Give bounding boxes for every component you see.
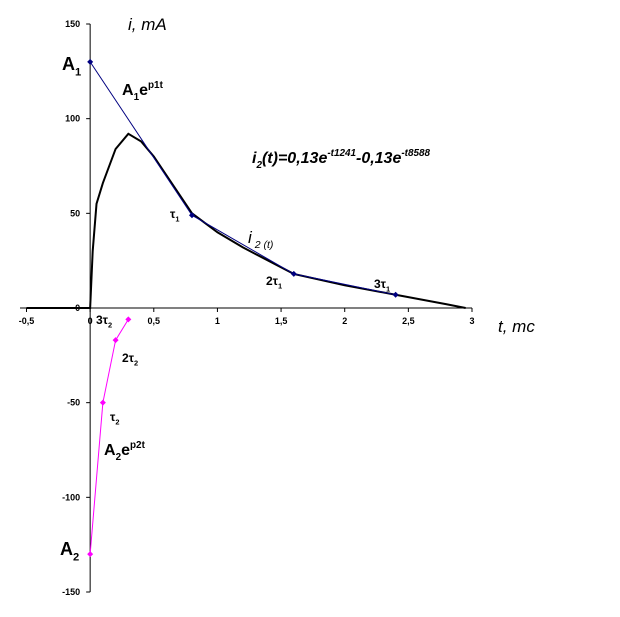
annotation: A1	[62, 54, 81, 78]
y-tick-label: 150	[65, 19, 80, 29]
annotation-part: -t8588	[401, 148, 430, 159]
annotation-part: 3τ	[96, 313, 109, 327]
point	[188, 212, 195, 219]
annotation-part: i	[252, 150, 257, 167]
annotation: i 2 (t)	[248, 228, 273, 251]
annotation: 2τ1	[266, 274, 282, 291]
annotation-part: p	[130, 440, 136, 451]
point	[99, 399, 106, 406]
annotation-part: 1	[386, 285, 390, 294]
y-tick-label: -150	[62, 587, 80, 597]
annotation-part: t	[142, 440, 146, 451]
annotation: t, mc	[498, 317, 535, 336]
annotation-part: -0,13e	[356, 150, 401, 167]
annotation-part: 1	[154, 80, 160, 91]
annotation-part: 2 (t)	[252, 239, 274, 251]
x-tick-label: 1,5	[275, 316, 288, 326]
annotation-part: 2	[134, 359, 138, 368]
x-tick-label: 3	[469, 316, 474, 326]
annotation: τ1	[170, 207, 180, 224]
annotation-part: 2	[108, 321, 112, 330]
annotation-part: p	[148, 80, 154, 91]
point	[392, 291, 399, 298]
annotation-part: 2τ	[266, 274, 279, 288]
annotation-part: e	[121, 442, 130, 459]
point	[112, 337, 119, 344]
series-line	[26, 132, 466, 309]
y-tick-label: -50	[67, 398, 80, 408]
annotation-part: τ	[170, 207, 176, 221]
annotation: A2ep2t	[104, 440, 146, 463]
x-tick-label: -0,5	[19, 316, 35, 326]
point	[125, 316, 132, 323]
annotation-part: t	[160, 80, 164, 91]
annotation-part: 2τ	[122, 351, 135, 365]
annotation: τ2	[110, 410, 120, 427]
annotation-part: A	[104, 442, 116, 459]
annotation: i2(t)=0,13e-t1241-0,13e-t8588	[252, 148, 430, 171]
annotation-part: A	[62, 54, 75, 74]
annotation: i, mA	[128, 15, 167, 34]
annotation-part: 1	[175, 215, 179, 224]
point	[87, 551, 94, 558]
y-tick-label: 100	[65, 114, 80, 124]
annotation-part: A	[122, 82, 134, 99]
x-tick-label: 2	[342, 316, 347, 326]
annotation-part: 1	[75, 66, 81, 78]
series-line	[89, 61, 396, 296]
y-tick-label: -100	[62, 492, 80, 502]
annotation-part: A	[60, 539, 73, 559]
annotation-part: 3τ	[374, 277, 387, 291]
x-tick-label: 2,5	[402, 316, 415, 326]
annotation-part: 2	[136, 440, 142, 451]
y-tick-label: 50	[70, 208, 80, 218]
x-tick-label: 1	[215, 316, 220, 326]
annotation: 3τ1	[374, 277, 390, 294]
annotation-part: e	[139, 82, 148, 99]
annotation-part: (t)=0,13e	[262, 150, 327, 167]
annotation-part: 1	[134, 92, 140, 103]
annotation-part: 1	[278, 282, 282, 291]
annotation-part: i, mA	[128, 15, 167, 34]
annotation: A1ep1t	[122, 80, 164, 103]
series-line	[89, 319, 129, 555]
annotation-part: t, mc	[498, 317, 535, 336]
annotation: 2τ2	[122, 351, 138, 368]
annotation-part: τ	[110, 410, 116, 424]
annotation-part: 2	[255, 160, 262, 171]
annotation: 3τ2	[96, 313, 112, 330]
annotation-part: 2	[115, 418, 119, 427]
annotation-part: 2	[116, 452, 122, 463]
annotation-part: 2	[73, 551, 79, 563]
point	[290, 270, 297, 277]
x-tick-label: 0,5	[148, 316, 161, 326]
x-tick-label: 0	[88, 316, 93, 326]
annotation-part: -t1241	[327, 148, 356, 159]
annotation-part: i	[248, 228, 253, 247]
annotation: A2	[60, 539, 79, 563]
point	[87, 58, 94, 65]
